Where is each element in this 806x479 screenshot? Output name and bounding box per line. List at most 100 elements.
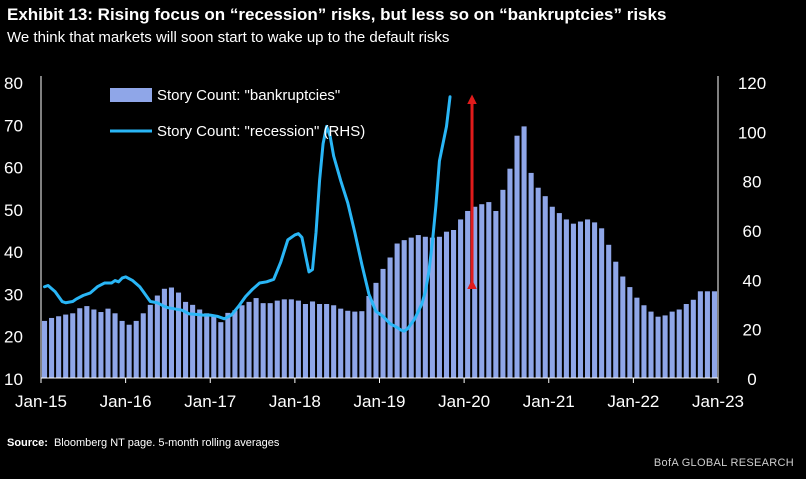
bar (711, 291, 718, 378)
left-tick-label: 80 (4, 74, 23, 93)
bar (493, 210, 499, 378)
bar (669, 311, 675, 378)
bar (528, 172, 534, 378)
brand-label: BofA GLOBAL RESEARCH (653, 457, 794, 469)
bar (84, 306, 90, 378)
legend-bar-label: Story Count: "bankruptcies" (157, 87, 340, 104)
right-tick-label: 100 (738, 123, 766, 142)
bar (472, 206, 478, 378)
bar (274, 300, 280, 378)
bar (451, 230, 457, 378)
bar (422, 236, 428, 378)
bar (634, 297, 640, 378)
source-label: Source: (7, 437, 48, 449)
line-series (43, 95, 452, 333)
bar (147, 304, 153, 378)
bar (345, 310, 351, 378)
bar (267, 303, 273, 378)
bar (260, 303, 266, 378)
left-tick-label: 50 (4, 201, 23, 220)
bar (436, 236, 442, 378)
bar (112, 313, 118, 378)
bar (63, 314, 69, 378)
bar (352, 311, 358, 378)
bar (514, 135, 520, 378)
bar (486, 202, 492, 378)
bar (225, 312, 231, 378)
bar (49, 317, 55, 378)
bar (324, 304, 330, 378)
right-tick-label: 60 (743, 222, 762, 241)
bar (232, 310, 238, 378)
bar (91, 309, 97, 378)
bar (366, 295, 372, 378)
bar (648, 311, 654, 378)
bar (394, 243, 400, 378)
x-tick-label: Jan-23 (692, 392, 744, 411)
left-tick-label: 60 (4, 159, 23, 178)
bar (690, 299, 696, 378)
source-text: Bloomberg NT page. 5-month rolling avera… (53, 437, 280, 449)
bar (140, 313, 146, 378)
bar (443, 231, 450, 378)
bar (246, 301, 252, 378)
bar (119, 320, 125, 378)
right-tick-label: 20 (743, 321, 762, 340)
bar (133, 320, 139, 378)
right-tick-label: 0 (747, 370, 756, 389)
left-tick-label: 20 (4, 328, 23, 347)
bar (197, 309, 203, 378)
x-tick-label: Jan-22 (607, 392, 659, 411)
bar (126, 324, 132, 378)
right-tick-label: 80 (743, 173, 762, 192)
right-tick-label: 120 (738, 74, 766, 93)
bar (408, 237, 414, 378)
bar (429, 237, 435, 378)
legend-line-label: Story Count: "recession" (RHS) (157, 123, 365, 140)
bar (479, 204, 485, 378)
bar (98, 312, 104, 378)
x-tick-label: Jan-19 (354, 392, 406, 411)
chart-title: Exhibit 13: Rising focus on “recession” … (7, 5, 667, 24)
x-tick-label: Jan-21 (523, 392, 575, 411)
bar (211, 314, 217, 378)
bar (613, 261, 619, 378)
bar (521, 126, 527, 379)
left-tick-label: 30 (4, 285, 23, 304)
bar (683, 304, 689, 378)
bar (697, 291, 703, 378)
chart-subtitle: We think that markets will soon start to… (7, 29, 450, 46)
left-tick-label: 40 (4, 243, 23, 262)
bar (662, 315, 668, 378)
x-tick-label: Jan-20 (438, 392, 490, 411)
legend-bar-swatch (110, 88, 152, 102)
bar (302, 304, 308, 378)
bar (542, 196, 548, 378)
bar (507, 168, 513, 378)
bar (70, 313, 76, 378)
bar (592, 222, 598, 378)
bar (415, 235, 421, 378)
x-tick-label: Jan-15 (15, 392, 67, 411)
bar (704, 291, 710, 378)
bar (204, 313, 210, 378)
bar (641, 305, 647, 378)
bar (570, 223, 576, 378)
bar (373, 282, 379, 378)
x-tick-label: Jan-16 (100, 392, 152, 411)
bar (620, 276, 626, 378)
bar (154, 295, 160, 378)
bar (239, 305, 245, 378)
left-tick-label: 70 (4, 116, 23, 135)
bar (168, 287, 174, 378)
bar (175, 292, 182, 378)
bar (380, 268, 386, 378)
bar (577, 221, 584, 378)
bar (627, 287, 633, 378)
bar (77, 308, 83, 378)
bar (387, 257, 393, 378)
bar (281, 299, 287, 378)
bar (465, 210, 471, 378)
bar (309, 301, 316, 378)
bar (563, 219, 569, 378)
